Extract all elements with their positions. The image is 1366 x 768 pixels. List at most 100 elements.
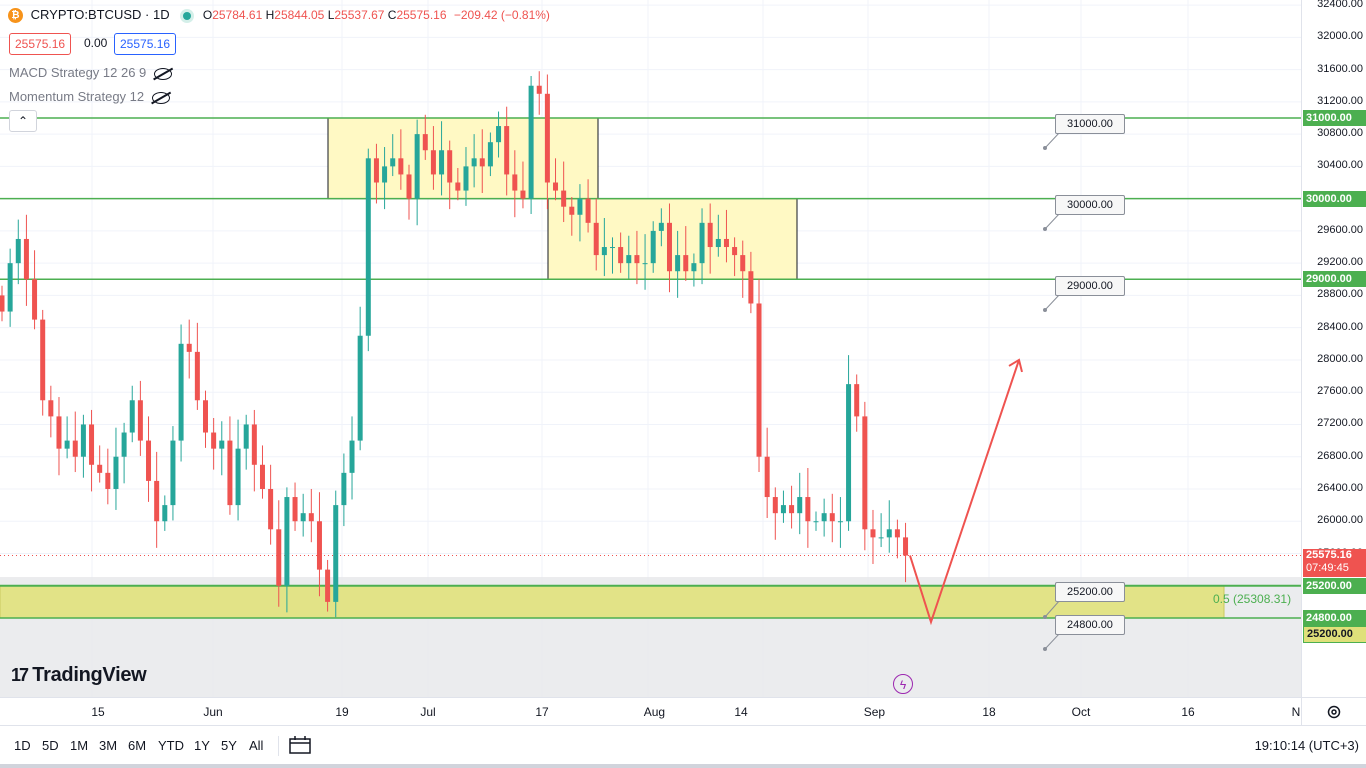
candle-body bbox=[129, 400, 135, 433]
callout-anchor-dot bbox=[1043, 308, 1047, 312]
candle-body bbox=[390, 158, 396, 167]
range-ytd-button[interactable]: YTD bbox=[158, 738, 184, 753]
tradingview-logo[interactable]: 17 TradingView bbox=[11, 664, 147, 687]
candle-body bbox=[886, 529, 892, 538]
candle-body bbox=[243, 424, 249, 449]
candle-body bbox=[373, 158, 379, 183]
range-all-button[interactable]: All bbox=[249, 738, 264, 753]
open-value: 25784.61 bbox=[212, 8, 263, 22]
candle-body bbox=[382, 166, 388, 183]
callout-29000[interactable]: 29000.00 bbox=[1055, 276, 1125, 296]
callout-leader-line bbox=[1044, 131, 1061, 149]
candle-body bbox=[601, 247, 607, 256]
clock-display[interactable]: 19:10:14 (UTC+3) bbox=[1254, 738, 1359, 753]
price-tag-24800[interactable]: 24800.00 bbox=[1303, 610, 1366, 627]
spread-value: 0.00 bbox=[84, 36, 108, 50]
candle-body bbox=[40, 319, 46, 401]
last-price-tag[interactable]: 25575.16 07:49:45 bbox=[1303, 548, 1366, 577]
candle-body bbox=[268, 488, 274, 530]
range-1m-button[interactable]: 1M bbox=[70, 738, 89, 753]
price-tick-label: 27200.00 bbox=[1317, 417, 1363, 430]
candle-body bbox=[194, 351, 200, 401]
date-tick-label: 16 bbox=[1181, 705, 1195, 719]
candle-body bbox=[870, 529, 876, 538]
candle-body bbox=[797, 497, 803, 514]
price-zone-rectangle bbox=[0, 585, 1225, 619]
callout-anchor-dot bbox=[1043, 227, 1047, 231]
candle-body bbox=[447, 150, 453, 183]
candle-body bbox=[618, 247, 624, 264]
candle-body bbox=[15, 238, 21, 264]
forecast-arrow-head bbox=[1008, 358, 1023, 373]
flash-icon[interactable]: ϟ bbox=[893, 674, 913, 694]
chart-settings-corner[interactable] bbox=[1301, 697, 1366, 726]
candle-body bbox=[756, 303, 762, 457]
sell-price-box[interactable]: 25575.16 bbox=[9, 33, 72, 55]
candle-body bbox=[805, 497, 811, 522]
range-1d-button[interactable]: 1D bbox=[14, 738, 31, 753]
candle-body bbox=[520, 190, 526, 199]
candle-body bbox=[504, 126, 510, 175]
eye-crossed-icon[interactable] bbox=[154, 67, 173, 80]
price-tick-label: 31600.00 bbox=[1317, 62, 1363, 75]
callout-25200[interactable]: 25200.00 bbox=[1055, 582, 1125, 602]
time-axis[interactable]: 15 Jun 19 Jul 17 Aug 14 Sep 18 Oct 16 N bbox=[0, 697, 1301, 726]
candle-body bbox=[365, 158, 371, 336]
candle-body bbox=[878, 537, 884, 539]
candle-body bbox=[544, 93, 550, 183]
indicator-macd-label: MACD Strategy 12 26 9 bbox=[9, 65, 147, 80]
price-tag-31000[interactable]: 31000.00 bbox=[1303, 109, 1366, 126]
price-zone-rectangle bbox=[547, 198, 798, 280]
eye-crossed-icon[interactable] bbox=[152, 91, 171, 104]
candle-body bbox=[837, 521, 843, 523]
candle-body bbox=[658, 222, 664, 231]
range-5d-button[interactable]: 5D bbox=[42, 738, 59, 753]
symbol-name[interactable]: CRYPTO:BTCUSD bbox=[30, 7, 142, 22]
candle-body bbox=[626, 255, 632, 264]
candle-body bbox=[219, 440, 225, 449]
callout-leader-line bbox=[1044, 293, 1061, 311]
candle-body bbox=[854, 384, 860, 417]
calendar-range-icon[interactable] bbox=[289, 736, 311, 754]
price-tick-label: 28400.00 bbox=[1317, 320, 1363, 333]
price-tag-25200[interactable]: 25200.00 bbox=[1303, 577, 1366, 594]
indicator-macd[interactable]: MACD Strategy 12 26 9 bbox=[9, 65, 173, 80]
price-tick-label: 29600.00 bbox=[1317, 223, 1363, 236]
range-1y-button[interactable]: 1Y bbox=[194, 738, 210, 753]
price-tag-29000[interactable]: 29000.00 bbox=[1303, 271, 1366, 288]
price-tag-25200-zone[interactable]: 25200.00 bbox=[1303, 626, 1366, 643]
candle-body bbox=[251, 424, 257, 465]
price-tag-30000[interactable]: 30000.00 bbox=[1303, 190, 1366, 207]
last-price-value: 25575.16 bbox=[1306, 548, 1352, 561]
bottom-toolbar: 1D 5D 1M 3M 6M YTD 1Y 5Y All 19:10:14 (U… bbox=[0, 725, 1366, 765]
tradingview-logo-icon: 17 bbox=[11, 665, 29, 685]
candle-body bbox=[341, 472, 347, 506]
collapse-legend-button[interactable]: ⌃ bbox=[9, 110, 37, 132]
candle-body bbox=[89, 424, 95, 465]
date-tick-label: 19 bbox=[335, 705, 349, 719]
date-tick-label: 14 bbox=[734, 705, 748, 719]
candle-body bbox=[715, 238, 721, 248]
candle-body bbox=[357, 335, 363, 441]
candle-body bbox=[455, 182, 461, 191]
candle-body bbox=[829, 513, 835, 522]
price-axis[interactable]: 32800.0032400.0032000.0031600.0031200.00… bbox=[1301, 0, 1366, 697]
callout-31000[interactable]: 31000.00 bbox=[1055, 114, 1125, 134]
gear-icon[interactable] bbox=[1326, 704, 1342, 720]
range-5y-button[interactable]: 5Y bbox=[221, 738, 237, 753]
candle-body bbox=[740, 255, 746, 272]
callout-24800[interactable]: 24800.00 bbox=[1055, 615, 1125, 635]
candle-body bbox=[170, 440, 176, 506]
candle-body bbox=[650, 230, 656, 264]
range-6m-button[interactable]: 6M bbox=[128, 738, 147, 753]
market-status-icon bbox=[183, 11, 192, 20]
range-3m-button[interactable]: 3M bbox=[99, 738, 118, 753]
price-tick-label: 30400.00 bbox=[1317, 159, 1363, 172]
candle-body bbox=[325, 569, 331, 602]
candle-body bbox=[846, 384, 852, 522]
low-label: L bbox=[327, 8, 335, 22]
symbol-interval[interactable]: 1D bbox=[152, 7, 170, 22]
indicator-momentum[interactable]: Momentum Strategy 12 bbox=[9, 89, 171, 104]
buy-price-box[interactable]: 25575.16 bbox=[114, 33, 177, 55]
callout-30000[interactable]: 30000.00 bbox=[1055, 195, 1125, 215]
